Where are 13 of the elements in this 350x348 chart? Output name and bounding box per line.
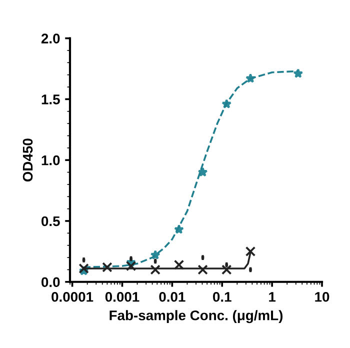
y-axis-title: OD450 xyxy=(22,138,33,182)
x-tick-label: 0.0001 xyxy=(52,292,94,302)
y-tick-label: 1.0 xyxy=(42,155,60,166)
x-tick-label: 10 xyxy=(315,292,330,302)
x-tick-label: 1 xyxy=(269,292,276,302)
x-tick-label: 0.001 xyxy=(105,292,140,302)
y-tick-label: 1.5 xyxy=(42,94,60,104)
y-tick-label: 0.0 xyxy=(42,277,60,288)
y-tick-label: 0.5 xyxy=(42,216,60,226)
x-tick-label: 0.1 xyxy=(213,292,232,302)
x-axis-title: Fab-sample Conc. (μg/mL) xyxy=(110,310,283,324)
x-tick-label: 0.01 xyxy=(159,292,186,302)
y-tick-label: 2.0 xyxy=(41,34,60,44)
